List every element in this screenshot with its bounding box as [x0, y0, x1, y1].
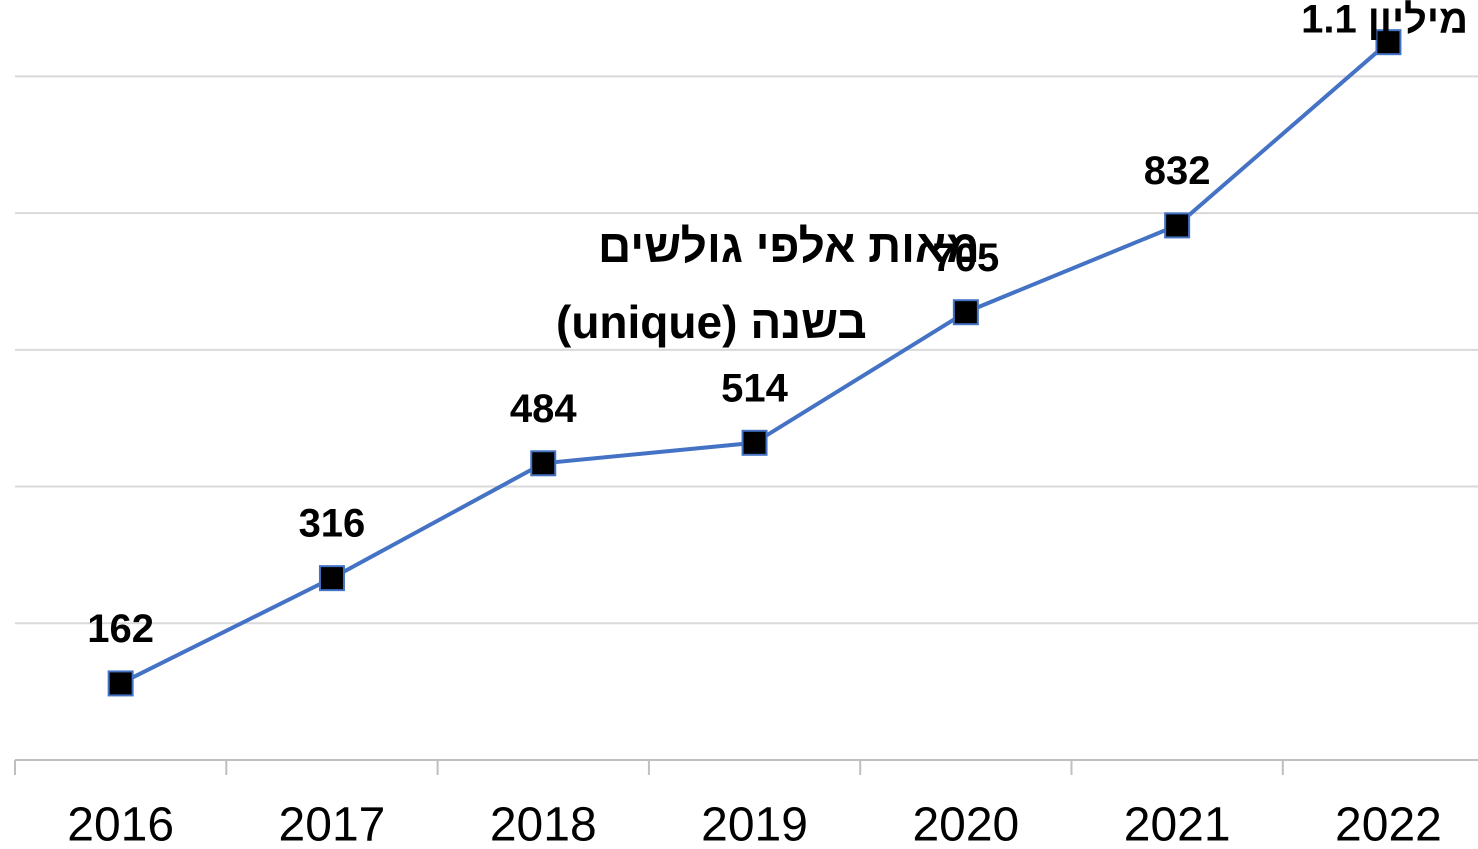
x-tick-label: 2020 — [912, 799, 1019, 849]
chart-title: בשנה (unique) — [556, 296, 867, 348]
marker — [1375, 29, 1402, 56]
data-label: 484 — [510, 387, 577, 431]
x-tick-label: 2017 — [279, 799, 386, 849]
marker — [530, 450, 557, 477]
data-label: 1.1 מיליון — [1301, 0, 1468, 42]
data-label: 162 — [87, 607, 154, 651]
marker — [1164, 212, 1191, 239]
data-label: 514 — [721, 366, 788, 410]
marker — [107, 670, 134, 697]
x-tick-label: 2022 — [1335, 799, 1442, 849]
x-tick-label: 2018 — [490, 799, 597, 849]
x-tick-label: 2016 — [67, 799, 174, 849]
data-label: 316 — [299, 502, 366, 546]
x-tick-label: 2019 — [701, 799, 808, 849]
marker — [741, 429, 768, 456]
marker — [318, 565, 345, 592]
data-label: 705 — [932, 236, 999, 280]
data-label: 832 — [1144, 149, 1211, 193]
x-tick-label: 2021 — [1124, 799, 1231, 849]
chart-title: מאות אלפי גולשים — [598, 220, 980, 272]
data-line — [119, 40, 1390, 686]
marker — [952, 299, 979, 326]
